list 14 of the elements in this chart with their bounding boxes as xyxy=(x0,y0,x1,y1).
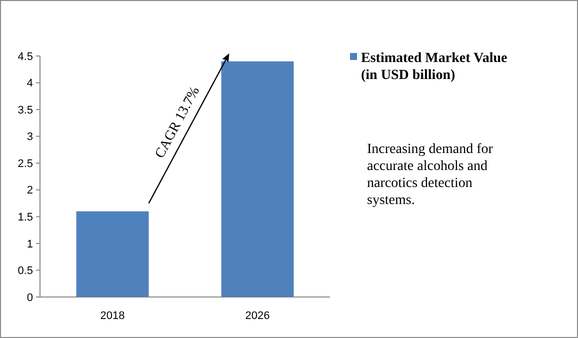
y-tick-label: 0 xyxy=(26,292,33,304)
y-tick-label: 1.5 xyxy=(18,212,33,224)
y-tick-label: 2.5 xyxy=(18,158,33,170)
y-tick-label: 3 xyxy=(26,131,33,144)
y-tick-label: 4 xyxy=(26,78,33,90)
legend-label: Estimated Market Value (in USD billion) xyxy=(361,51,508,83)
text: Increasing demand for accurate alcohols and narcotics detection systems. xyxy=(367,142,494,208)
x-tick-label: 2026 xyxy=(245,310,270,322)
x-tick-label: 2018 xyxy=(100,310,125,322)
y-tick-label: 1 xyxy=(26,238,33,250)
y-tick-label: 3.5 xyxy=(18,104,33,116)
y-tick-label: 4.5 xyxy=(18,50,33,63)
y-tick-label: 0.5 xyxy=(18,265,33,278)
y-tick-label: 2 xyxy=(26,184,33,197)
